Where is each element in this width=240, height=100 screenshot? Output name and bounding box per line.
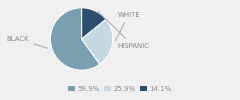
Text: HISPANIC: HISPANIC (98, 11, 150, 49)
Legend: 59.9%, 25.9%, 14.1%: 59.9%, 25.9%, 14.1% (68, 86, 172, 92)
Text: BLACK: BLACK (6, 36, 48, 48)
Text: WHITE: WHITE (115, 12, 140, 41)
Wedge shape (50, 8, 100, 70)
Wedge shape (82, 19, 113, 64)
Wedge shape (82, 8, 106, 39)
